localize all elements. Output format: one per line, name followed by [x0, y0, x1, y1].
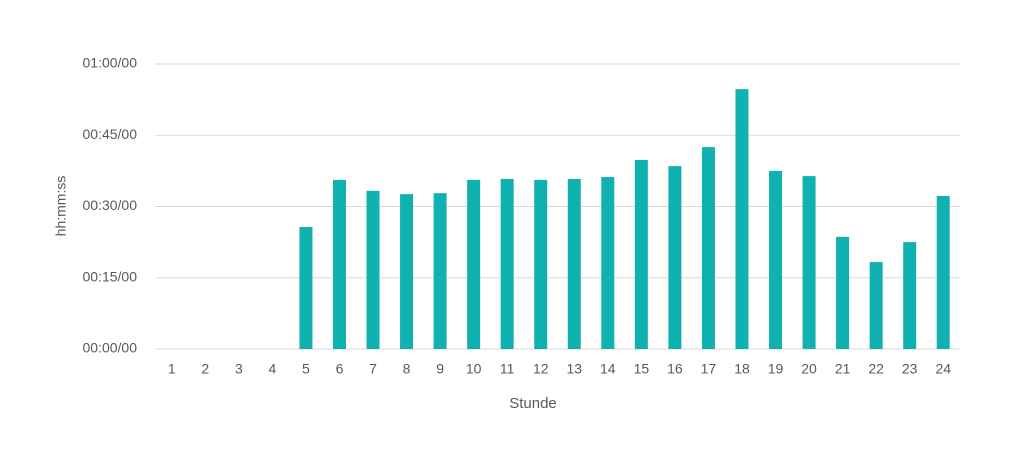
x-tick-label: 3 [235, 361, 243, 377]
bar [332, 179, 346, 349]
bar [366, 190, 380, 349]
bar [500, 178, 514, 349]
x-axis-title: Stunde [509, 395, 557, 412]
y-tick-label: 00:45/00 [83, 126, 138, 142]
x-tick-label: 20 [801, 361, 817, 377]
bar [567, 178, 581, 349]
bar [769, 170, 783, 349]
x-tick-label: 16 [667, 361, 683, 377]
bar [534, 179, 548, 349]
x-tick-label: 23 [902, 361, 918, 377]
y-axis-title: hh:mm:ss [53, 176, 69, 237]
x-tick-label: 11 [500, 361, 515, 377]
x-tick-label: 8 [403, 361, 411, 377]
bar [802, 176, 816, 349]
x-tick-label: 21 [835, 361, 851, 377]
bar [836, 236, 850, 349]
bar [701, 147, 715, 349]
bar [433, 193, 447, 349]
bar [467, 179, 481, 349]
bar [903, 242, 917, 349]
y-tick-label: 01:00/00 [83, 55, 138, 71]
bar [735, 89, 749, 350]
x-tick-label: 6 [336, 361, 344, 377]
x-tick-label: 2 [201, 361, 209, 377]
x-tick-label: 22 [868, 361, 884, 377]
x-tick-label: 10 [466, 361, 482, 377]
x-tick-label: 4 [268, 361, 276, 377]
x-tick-label: 7 [369, 361, 377, 377]
y-tick-label: 00:15/00 [83, 268, 138, 284]
x-tick-label: 18 [734, 361, 750, 377]
x-tick-label: 19 [768, 361, 784, 377]
x-tick-label: 17 [701, 361, 717, 377]
bar [601, 177, 615, 349]
y-tick-label: 00:00/00 [83, 340, 138, 356]
bar [400, 194, 414, 349]
x-tick-label: 9 [436, 361, 444, 377]
y-tick-label: 00:30/00 [83, 197, 138, 213]
bar [869, 262, 883, 349]
bar [936, 196, 950, 349]
x-tick-label: 14 [600, 361, 616, 377]
bar [299, 226, 313, 349]
x-tick-label: 5 [302, 361, 310, 377]
bar [668, 166, 682, 349]
x-tick-label: 13 [566, 361, 582, 377]
x-tick-label: 15 [634, 361, 650, 377]
x-tick-label: 1 [168, 361, 176, 377]
bar [634, 159, 648, 349]
x-tick-label: 24 [935, 361, 951, 377]
x-tick-label: 12 [533, 361, 549, 377]
